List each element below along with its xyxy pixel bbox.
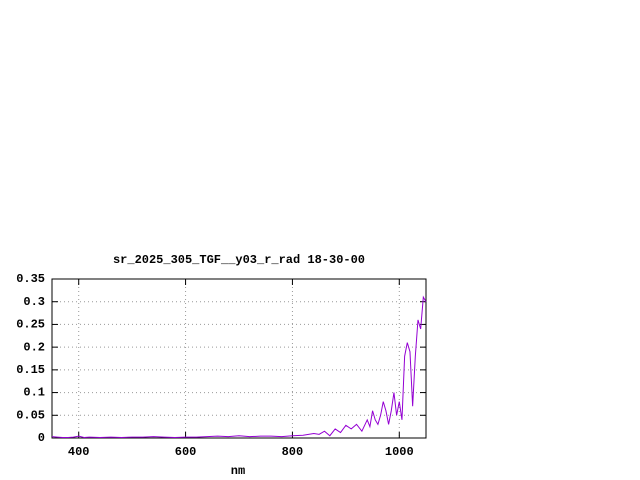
x-tick-label: 800	[282, 445, 304, 459]
y-tick-label: 0.25	[16, 318, 45, 332]
x-tick-label: 600	[175, 445, 197, 459]
plot-border	[51, 278, 427, 439]
chart-title: sr_2025_305_TGF__y03_r_rad 18-30-00	[113, 253, 365, 267]
y-tick-label: 0.1	[23, 386, 45, 400]
y-tick-label: 0.3	[23, 295, 45, 309]
y-tick-label: 0.05	[16, 408, 45, 422]
y-tick-label: 0.2	[23, 340, 45, 354]
y-tick-label: 0.15	[16, 363, 45, 377]
y-tick-label: 0.35	[16, 272, 45, 286]
x-axis-label: nm	[231, 464, 245, 478]
y-tick-label: 0	[38, 431, 45, 445]
x-tick-label: 400	[68, 445, 90, 459]
x-tick-label: 1000	[385, 445, 414, 459]
data-line	[51, 295, 427, 439]
